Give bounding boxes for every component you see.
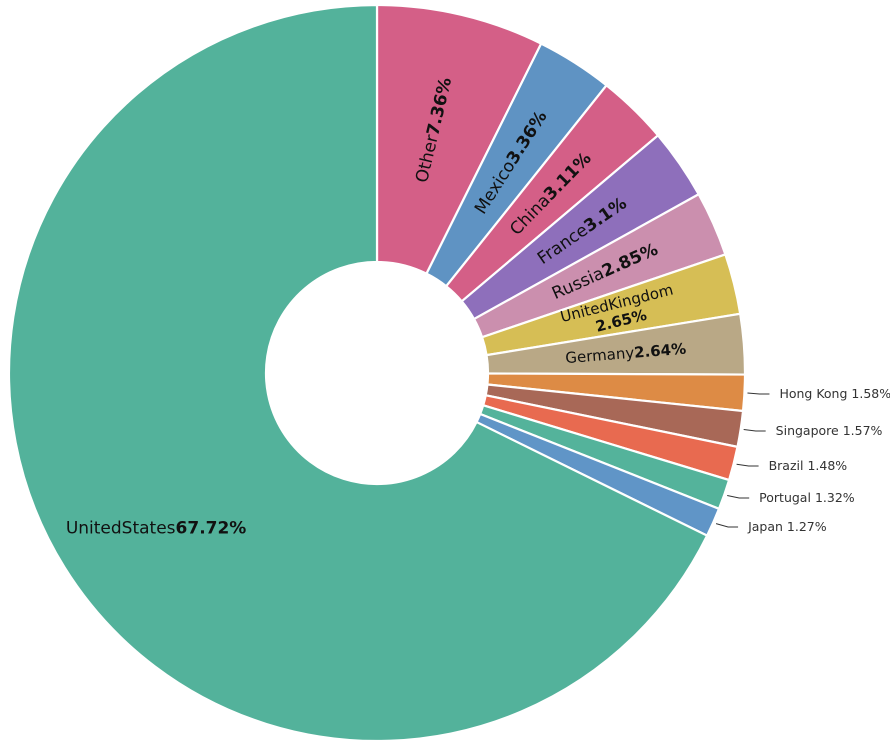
leader-line [727,495,750,499]
label-name: UnitedStates [66,519,176,539]
callout-brazil: Brazil 1.48% [769,458,848,473]
label-name: Japan [747,519,783,534]
label-percent: 1.57% [843,423,883,438]
label-percent: 1.58% [851,386,890,401]
label-percent: 67.72% [176,519,247,539]
label-name: Portugal [759,490,811,505]
callout-singapore: Singapore 1.57% [776,423,883,438]
slice-other [375,3,543,276]
label-name: Hong Kong [779,386,847,401]
slices [7,3,747,743]
label-name: Singapore [776,423,839,438]
leader-line [715,523,739,528]
svg-text:Germany2.64%: Germany2.64% [565,339,687,366]
callout-hong-kong: Hong Kong 1.58% [779,386,890,401]
label-germany: Germany2.64% [565,339,687,366]
label-percent: 1.27% [787,519,827,534]
callouts: Hong Kong 1.58% Singapore 1.57% Brazil 1.4… [715,386,890,534]
label-unitedstates: UnitedStates67.72% [66,519,247,539]
label-percent: 2.64% [633,339,686,361]
callout-portugal: Portugal 1.32% [759,490,855,505]
label-name: Brazil [769,458,804,473]
label-percent: 1.32% [815,490,855,505]
label-percent: 1.48% [807,458,847,473]
label-name: Germany [565,343,635,366]
slice-unitedstates [7,3,709,743]
leader-line [747,392,770,395]
callout-japan: Japan 1.27% [747,519,827,534]
leader-line [743,428,766,432]
leader-line [736,463,759,467]
